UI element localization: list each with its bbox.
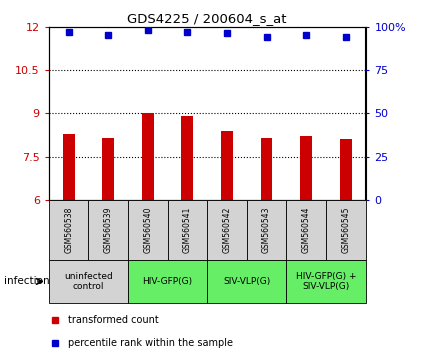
Text: GSM560544: GSM560544	[302, 207, 311, 253]
Bar	[102, 138, 114, 200]
Bar	[49, 260, 128, 303]
Bar	[128, 200, 167, 260]
Bar	[142, 113, 154, 200]
Text: GSM560542: GSM560542	[222, 207, 232, 253]
Text: GSM560541: GSM560541	[183, 207, 192, 253]
Bar	[340, 139, 351, 200]
Bar	[128, 260, 207, 303]
Text: HIV-GFP(G): HIV-GFP(G)	[142, 277, 193, 286]
Text: transformed count: transformed count	[68, 315, 159, 325]
Bar	[207, 200, 247, 260]
Text: GSM560538: GSM560538	[64, 207, 73, 253]
Bar	[286, 200, 326, 260]
Bar	[63, 133, 75, 200]
Title: GDS4225 / 200604_s_at: GDS4225 / 200604_s_at	[128, 12, 287, 25]
Text: GSM560543: GSM560543	[262, 207, 271, 253]
Bar	[247, 200, 286, 260]
Bar	[49, 200, 88, 260]
Bar	[300, 136, 312, 200]
Text: HIV-GFP(G) +
SIV-VLP(G): HIV-GFP(G) + SIV-VLP(G)	[296, 272, 356, 291]
Bar	[221, 131, 233, 200]
Bar	[326, 200, 366, 260]
Text: percentile rank within the sample: percentile rank within the sample	[68, 338, 233, 348]
Bar	[167, 200, 207, 260]
Text: SIV-VLP(G): SIV-VLP(G)	[223, 277, 270, 286]
Bar	[88, 200, 128, 260]
Bar	[286, 260, 366, 303]
Text: GSM560540: GSM560540	[143, 207, 152, 253]
Bar	[207, 260, 286, 303]
Text: GSM560545: GSM560545	[341, 207, 350, 253]
Text: GSM560539: GSM560539	[104, 207, 113, 253]
Bar	[261, 138, 272, 200]
Text: infection: infection	[4, 276, 50, 286]
Bar	[181, 116, 193, 200]
Text: uninfected
control: uninfected control	[64, 272, 113, 291]
